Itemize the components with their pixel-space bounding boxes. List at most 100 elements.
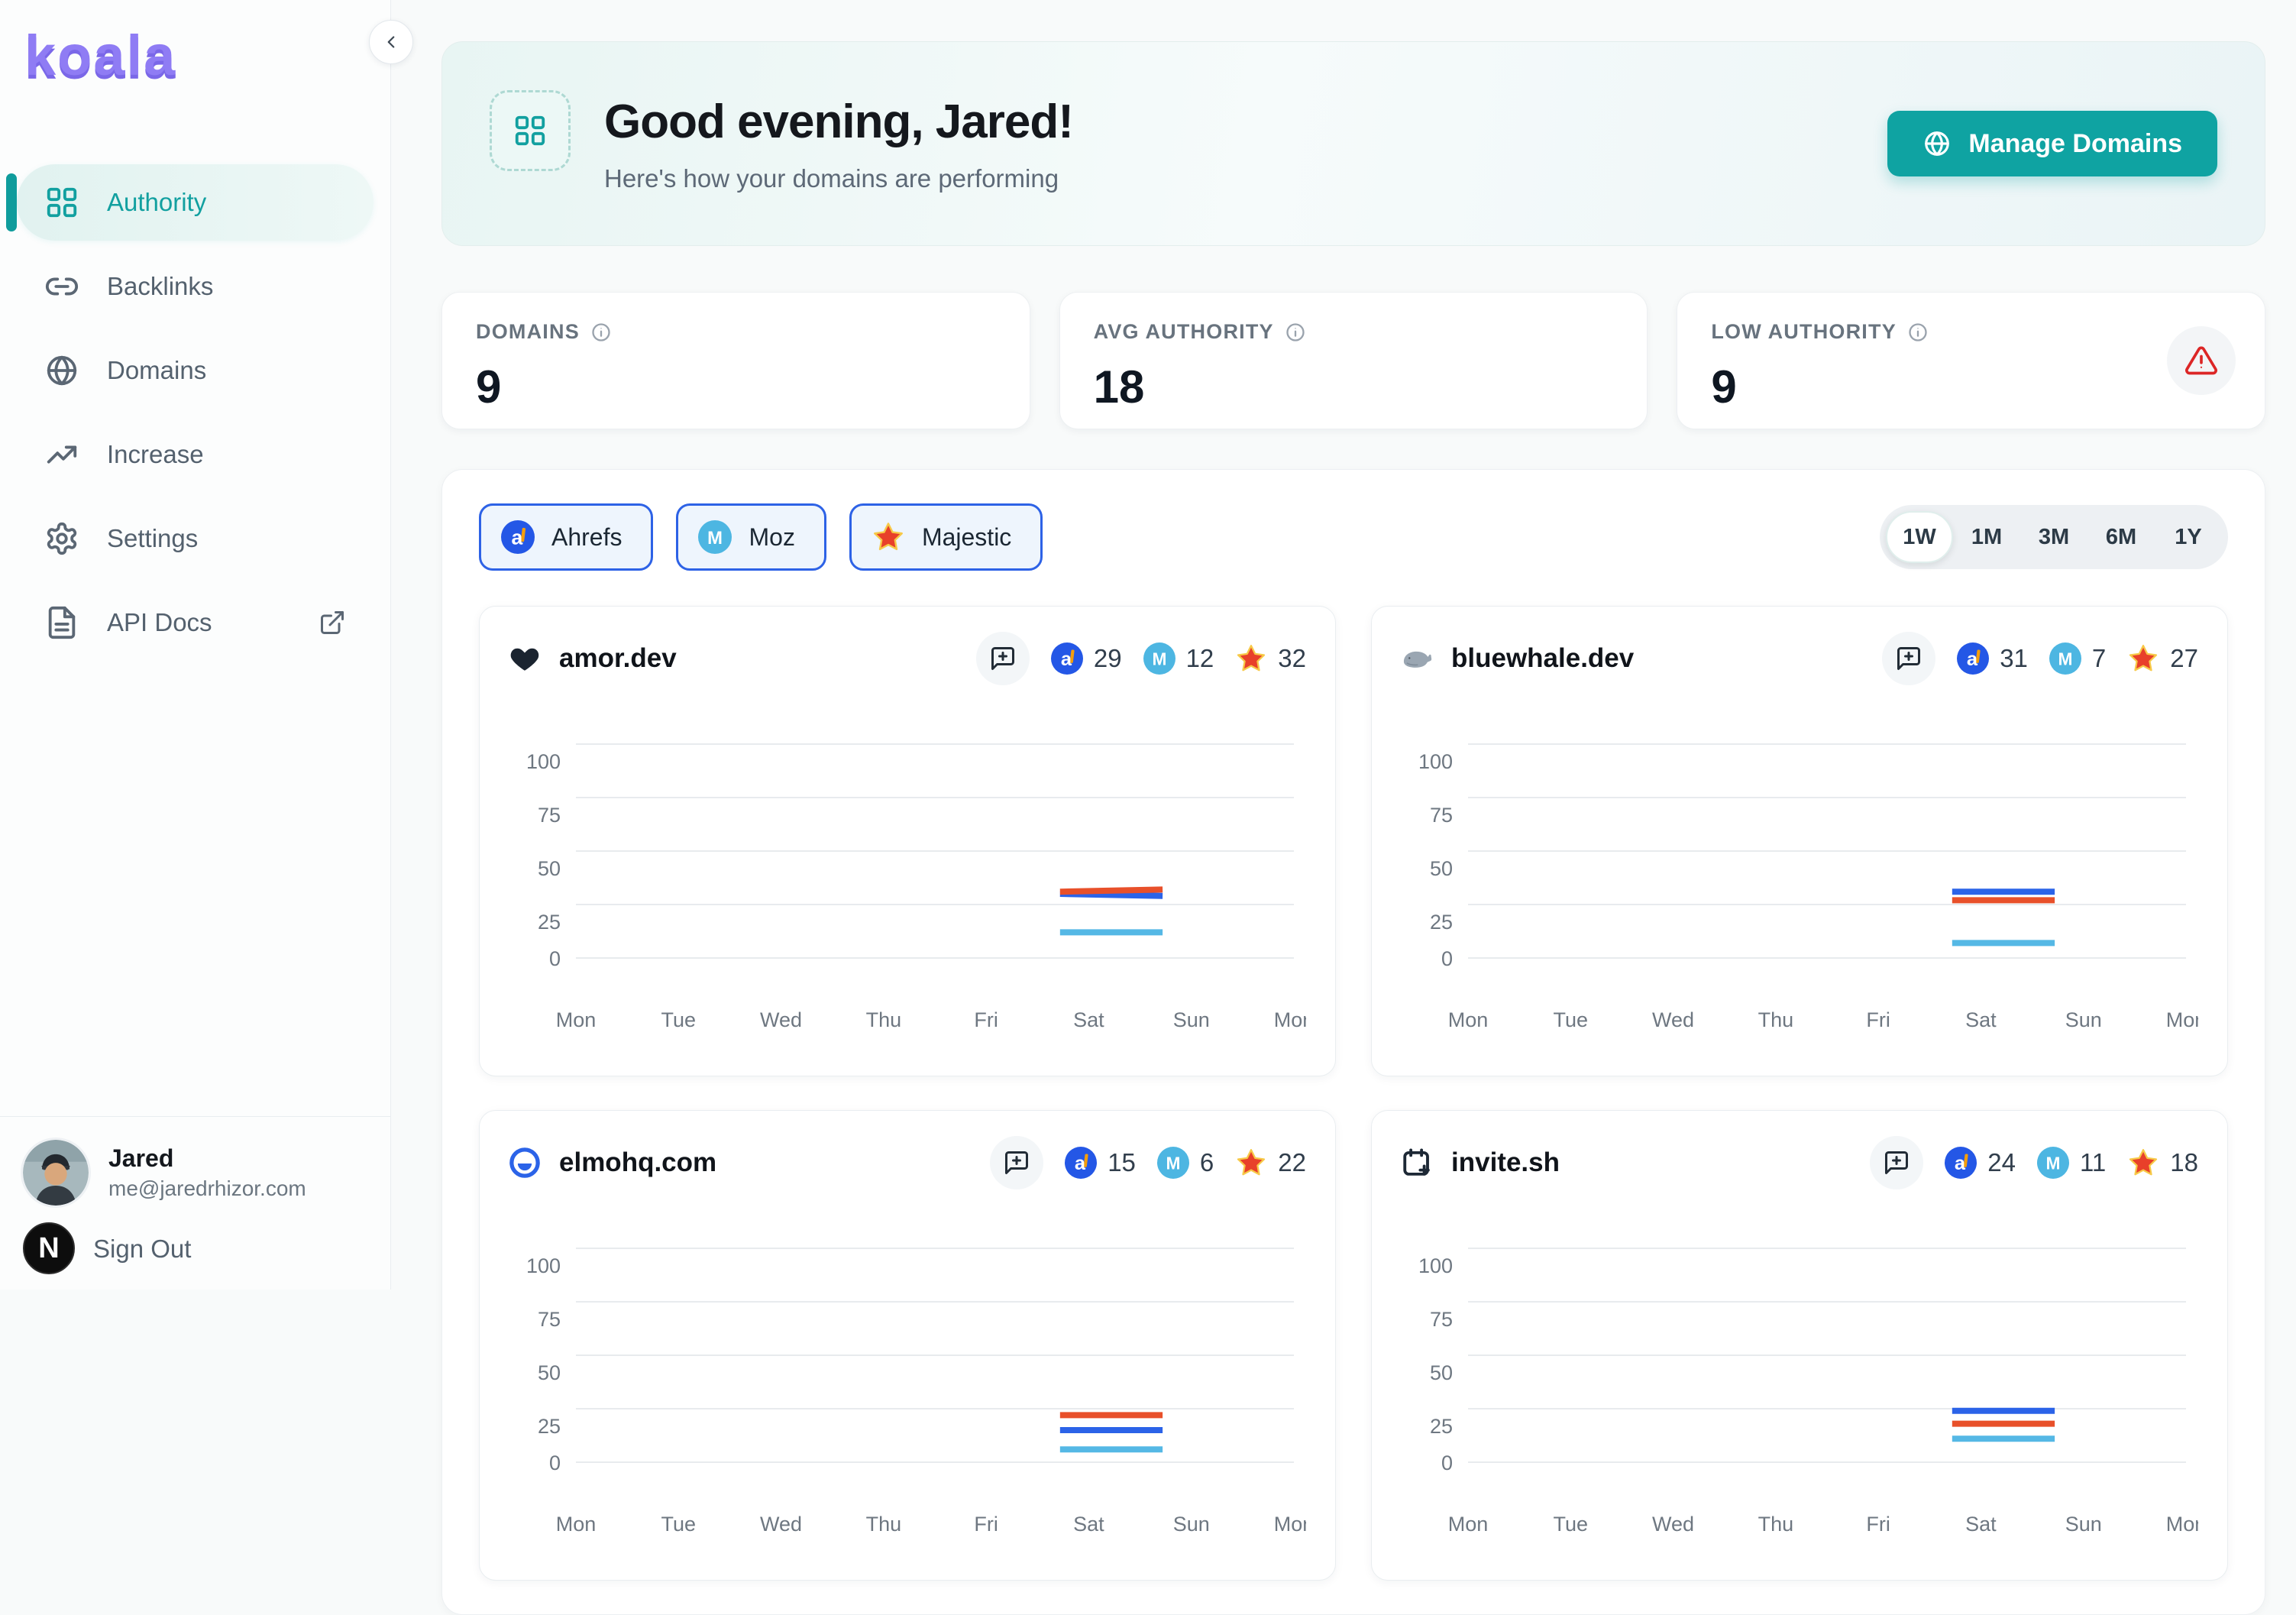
svg-text:Mon: Mon bbox=[2166, 1008, 2198, 1031]
message-square-plus-icon bbox=[989, 645, 1017, 672]
stat-card: AVG AUTHORITY 18 bbox=[1059, 292, 1648, 429]
svg-text:100: 100 bbox=[526, 1254, 561, 1277]
ahrefs-icon: a bbox=[1945, 1147, 1977, 1179]
domain-name: elmohq.com bbox=[559, 1147, 717, 1177]
moz-icon: M bbox=[698, 520, 732, 554]
svg-text:a: a bbox=[1075, 1153, 1086, 1174]
alert-triangle-icon bbox=[2184, 344, 2218, 377]
svg-text:Tue: Tue bbox=[1554, 1513, 1589, 1536]
majestic-icon bbox=[872, 520, 905, 554]
svg-text:a: a bbox=[1955, 1153, 1966, 1174]
svg-text:a: a bbox=[1061, 649, 1072, 670]
nextjs-dev-badge[interactable]: N bbox=[23, 1222, 75, 1274]
svg-text:Sat: Sat bbox=[1073, 1008, 1104, 1031]
sidebar-collapse-button[interactable] bbox=[369, 20, 413, 64]
user-name: Jared bbox=[108, 1144, 174, 1172]
svg-text:a: a bbox=[512, 526, 523, 549]
moz-icon: M bbox=[2049, 642, 2081, 675]
svg-text:Fri: Fri bbox=[974, 1008, 998, 1031]
domain-name: amor.dev bbox=[559, 643, 677, 673]
domain-cards-grid: amor.dev a 29 M 12 32 0 25 50 75 100 M bbox=[479, 606, 2228, 1581]
whale-icon bbox=[1401, 642, 1433, 675]
sign-out-link[interactable]: Sign Out bbox=[93, 1235, 192, 1263]
stats-row: DOMAINS 9 AVG AUTHORITY 18 LOW AUTHORITY… bbox=[441, 292, 2265, 429]
sidebar-item-authority[interactable]: Authority bbox=[6, 164, 374, 241]
info-icon[interactable] bbox=[1907, 322, 1929, 343]
svg-text:25: 25 bbox=[1430, 1415, 1453, 1438]
moz-icon: M bbox=[1143, 642, 1175, 675]
add-note-button[interactable] bbox=[1870, 1136, 1924, 1189]
filter-chip-moz[interactable]: M Moz bbox=[676, 503, 826, 571]
sidebar-item-domains[interactable]: Domains bbox=[17, 332, 374, 409]
svg-text:50: 50 bbox=[538, 1361, 561, 1384]
app-logo: koala bbox=[24, 24, 177, 87]
grid-icon bbox=[513, 113, 548, 148]
range-1y[interactable]: 1Y bbox=[2155, 511, 2222, 563]
ahrefs-score: a 31 bbox=[1957, 642, 2028, 675]
message-square-plus-icon bbox=[1003, 1149, 1030, 1176]
majestic-score: 27 bbox=[2127, 642, 2198, 675]
range-1m[interactable]: 1M bbox=[1953, 511, 2020, 563]
svg-text:Sat: Sat bbox=[1965, 1008, 1997, 1031]
sign-out-row: N Sign Out bbox=[23, 1222, 367, 1276]
add-note-button[interactable] bbox=[1882, 632, 1936, 685]
svg-text:Thu: Thu bbox=[866, 1008, 902, 1031]
svg-text:50: 50 bbox=[538, 857, 561, 880]
majestic-score: 18 bbox=[2127, 1147, 2198, 1179]
sidebar-item-backlinks[interactable]: Backlinks bbox=[17, 248, 374, 325]
svg-text:Wed: Wed bbox=[760, 1008, 802, 1031]
provider-filters: a Ahrefs M Moz Majestic bbox=[479, 503, 1043, 571]
svg-text:Mon: Mon bbox=[1274, 1008, 1306, 1031]
moz-score: M 6 bbox=[1156, 1147, 1214, 1179]
message-square-plus-icon bbox=[1895, 645, 1922, 672]
greeting-card: Good evening, Jared! Here's how your dom… bbox=[441, 41, 2265, 246]
svg-text:100: 100 bbox=[1418, 1254, 1453, 1277]
add-note-button[interactable] bbox=[990, 1136, 1044, 1189]
sidebar-item-increase[interactable]: Increase bbox=[17, 416, 374, 493]
sidebar-item-settings[interactable]: Settings bbox=[17, 500, 374, 577]
dashboard-icon-tile bbox=[490, 90, 571, 171]
svg-text:Sun: Sun bbox=[1173, 1513, 1210, 1536]
moz-score: M 11 bbox=[2037, 1147, 2106, 1179]
filter-chip-ahrefs[interactable]: a Ahrefs bbox=[479, 503, 654, 571]
external-link-icon bbox=[319, 609, 346, 636]
svg-text:0: 0 bbox=[1441, 947, 1453, 970]
svg-text:25: 25 bbox=[1430, 911, 1453, 934]
link-icon bbox=[44, 269, 79, 304]
svg-text:Thu: Thu bbox=[866, 1513, 902, 1536]
charts-toolbar: a Ahrefs M Moz Majestic 1W 1M 3M 6M 1Y bbox=[479, 503, 2228, 571]
svg-text:75: 75 bbox=[538, 804, 561, 827]
majestic-star-icon bbox=[1235, 1147, 1267, 1179]
svg-text:75: 75 bbox=[1430, 804, 1453, 827]
svg-text:Wed: Wed bbox=[1652, 1513, 1694, 1536]
range-6m[interactable]: 6M bbox=[2087, 511, 2155, 563]
majestic-star-icon bbox=[1235, 642, 1267, 675]
svg-text:Fri: Fri bbox=[1866, 1008, 1890, 1031]
info-icon[interactable] bbox=[1285, 322, 1306, 343]
svg-text:Thu: Thu bbox=[1758, 1513, 1794, 1536]
majestic-score: 22 bbox=[1235, 1147, 1306, 1179]
heart-icon bbox=[509, 642, 541, 675]
sidebar-item-api-docs[interactable]: API Docs bbox=[17, 584, 374, 661]
range-1w[interactable]: 1W bbox=[1886, 511, 1953, 563]
charts-panel: a Ahrefs M Moz Majestic 1W 1M 3M 6M 1Y amor.… bbox=[441, 469, 2265, 1615]
svg-text:Sat: Sat bbox=[1073, 1513, 1104, 1536]
svg-text:Mon: Mon bbox=[556, 1008, 597, 1031]
moz-icon: M bbox=[1156, 1147, 1189, 1179]
range-3m[interactable]: 3M bbox=[2020, 511, 2087, 563]
svg-text:Mon: Mon bbox=[2166, 1513, 2198, 1536]
svg-text:Mon: Mon bbox=[1448, 1008, 1489, 1031]
svg-text:Tue: Tue bbox=[661, 1513, 697, 1536]
ahrefs-icon: a bbox=[1957, 642, 1990, 675]
svg-text:Wed: Wed bbox=[1652, 1008, 1694, 1031]
add-note-button[interactable] bbox=[975, 632, 1030, 685]
filter-chip-majestic[interactable]: Majestic bbox=[849, 503, 1043, 571]
authority-line-chart: 0 25 50 75 100 Mon Tue Wed Thu Fri Sat Sun Mon bbox=[526, 1248, 1306, 1536]
manage-domains-button[interactable]: Manage Domains bbox=[1887, 111, 2217, 176]
user-email: me@jaredrhizor.com bbox=[108, 1176, 306, 1201]
grid-icon bbox=[44, 185, 79, 220]
majestic-score: 32 bbox=[1235, 642, 1306, 675]
info-icon[interactable] bbox=[590, 322, 612, 343]
svg-text:M: M bbox=[1152, 649, 1166, 668]
svg-text:Sat: Sat bbox=[1965, 1513, 1997, 1536]
